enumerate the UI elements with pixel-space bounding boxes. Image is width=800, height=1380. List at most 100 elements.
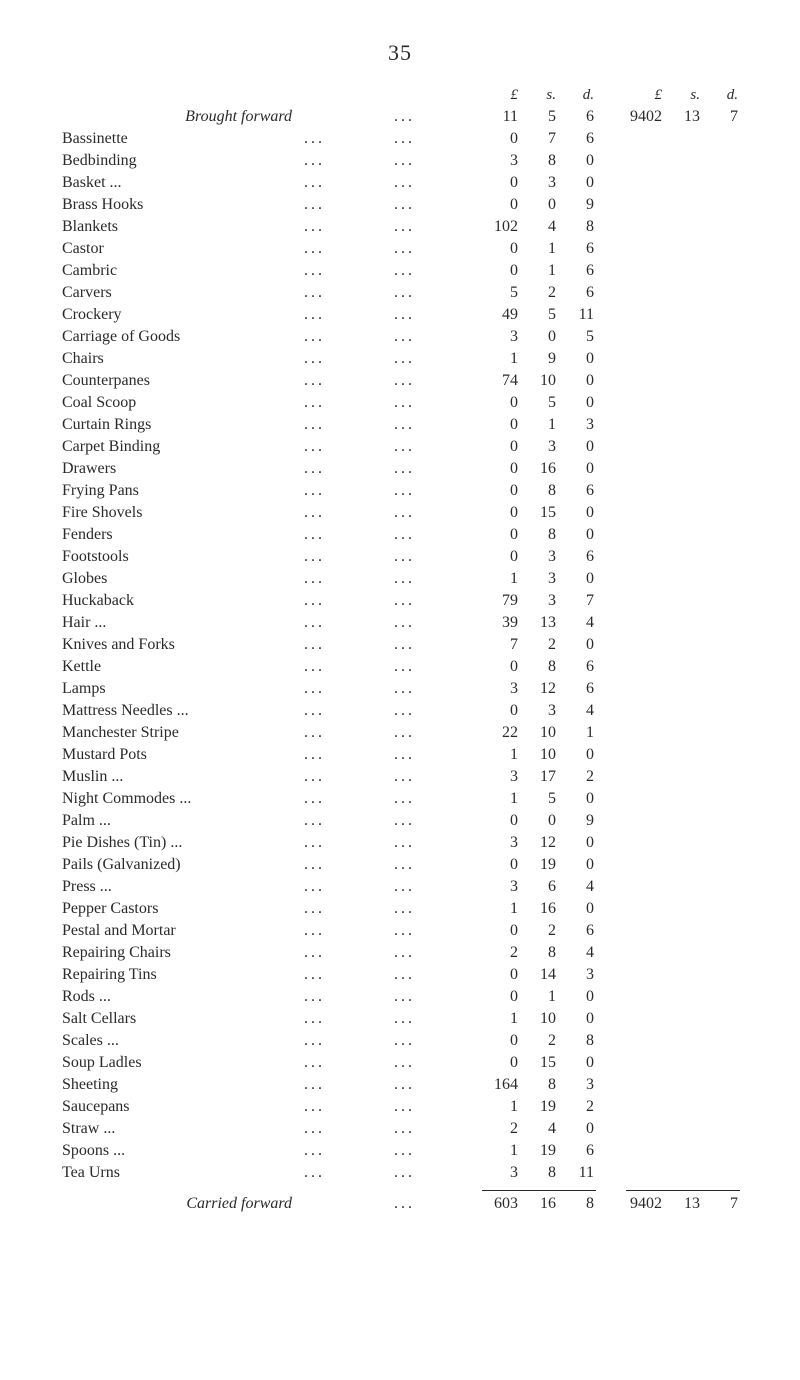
leader: ... [302,414,392,436]
leader: ... [392,766,482,788]
item-label: Frying Pans [60,480,302,502]
item-label: Press ... [60,876,302,898]
leader: ... [302,546,392,568]
cell-d: 0 [558,436,596,458]
leader: ... [392,942,482,964]
leader: ... [392,1162,482,1184]
cell-L: 3 [482,876,520,898]
cell-d: 0 [558,788,596,810]
cell-L: 102 [482,216,520,238]
cell-s: 2 [520,282,558,304]
item-label: Globes [60,568,302,590]
cell-L: 1 [482,1096,520,1118]
leader: ... [392,898,482,920]
leader: ... [392,260,482,282]
cell-d: 6 [558,238,596,260]
cell-L: 1 [482,788,520,810]
cell-s: 3 [520,172,558,194]
leader: ... [392,634,482,656]
cell-L: 49 [482,304,520,326]
item-label: Hair ... [60,612,302,634]
cell-L: 1 [482,568,520,590]
cell-d: 0 [558,172,596,194]
ledger-row: Kettle......086 [60,656,740,678]
cell-L: 3 [482,326,520,348]
cell-s: 3 [520,700,558,722]
cell-s: 15 [520,1052,558,1074]
cell-s2: 13 [664,106,702,128]
item-label: Night Commodes ... [60,788,302,810]
cell-d: 0 [558,986,596,1008]
cell-s: 2 [520,1030,558,1052]
cell-d: 0 [558,524,596,546]
cell-L: 3 [482,678,520,700]
cell-d: 0 [558,854,596,876]
ledger-row: Pie Dishes (Tin) .........3120 [60,832,740,854]
cell-s: 10 [520,722,558,744]
ledger-row: Bassinette......076 [60,128,740,150]
ledger-row: Brought forward...11569402137 [60,106,740,128]
leader: ... [302,216,392,238]
cell-d: 2 [558,766,596,788]
leader: ... [302,282,392,304]
cell-L: 0 [482,964,520,986]
leader: ... [392,744,482,766]
leader: ... [392,106,482,128]
cell-L: 0 [482,986,520,1008]
item-label: Carvers [60,282,302,304]
cell-d: 0 [558,832,596,854]
leader: ... [302,128,392,150]
leader: ... [392,612,482,634]
leader: ... [302,348,392,370]
item-label: Mustard Pots [60,744,302,766]
cell-L: 0 [482,194,520,216]
leader: ... [392,920,482,942]
cell-L: 0 [482,502,520,524]
ledger-row: Castor......016 [60,238,740,260]
cell-d: 4 [558,942,596,964]
leader: ... [392,722,482,744]
leader: ... [392,216,482,238]
item-label: Muslin ... [60,766,302,788]
item-label: Pie Dishes (Tin) ... [60,832,302,854]
item-label: Knives and Forks [60,634,302,656]
hdr-s1: s. [520,84,558,106]
leader: ... [302,590,392,612]
cell-s: 8 [520,656,558,678]
cell-L: 0 [482,1030,520,1052]
item-label: Fenders [60,524,302,546]
item-label: Bedbinding [60,150,302,172]
leader: ... [392,656,482,678]
leader: ... [302,260,392,282]
cell-L: 3 [482,150,520,172]
cell-s: 0 [520,326,558,348]
hdr-d2: d. [702,84,740,106]
item-label: Pestal and Mortar [60,920,302,942]
cell-L: 2 [482,942,520,964]
leader: ... [392,810,482,832]
item-label: Basket ... [60,172,302,194]
subtotal-L: 603 [482,1191,520,1216]
cell-s: 4 [520,1118,558,1140]
cell-s: 16 [520,898,558,920]
cell-s: 17 [520,766,558,788]
leader: ... [392,436,482,458]
item-label: Blankets [60,216,302,238]
ledger-row: Chairs......190 [60,348,740,370]
cell-s: 19 [520,1140,558,1162]
leader: ... [392,414,482,436]
leader: ... [302,656,392,678]
page-number: 35 [60,40,740,66]
cell-L: 2 [482,1118,520,1140]
cell-L: 0 [482,854,520,876]
cell-s: 5 [520,392,558,414]
ledger-row: Brass Hooks......009 [60,194,740,216]
cell-d: 0 [558,370,596,392]
cell-L: 0 [482,436,520,458]
leader: ... [392,480,482,502]
leader: ... [392,1118,482,1140]
total-s: 13 [664,1191,702,1216]
cell-L: 0 [482,128,520,150]
cell-L: 3 [482,1162,520,1184]
cell-s: 1 [520,414,558,436]
